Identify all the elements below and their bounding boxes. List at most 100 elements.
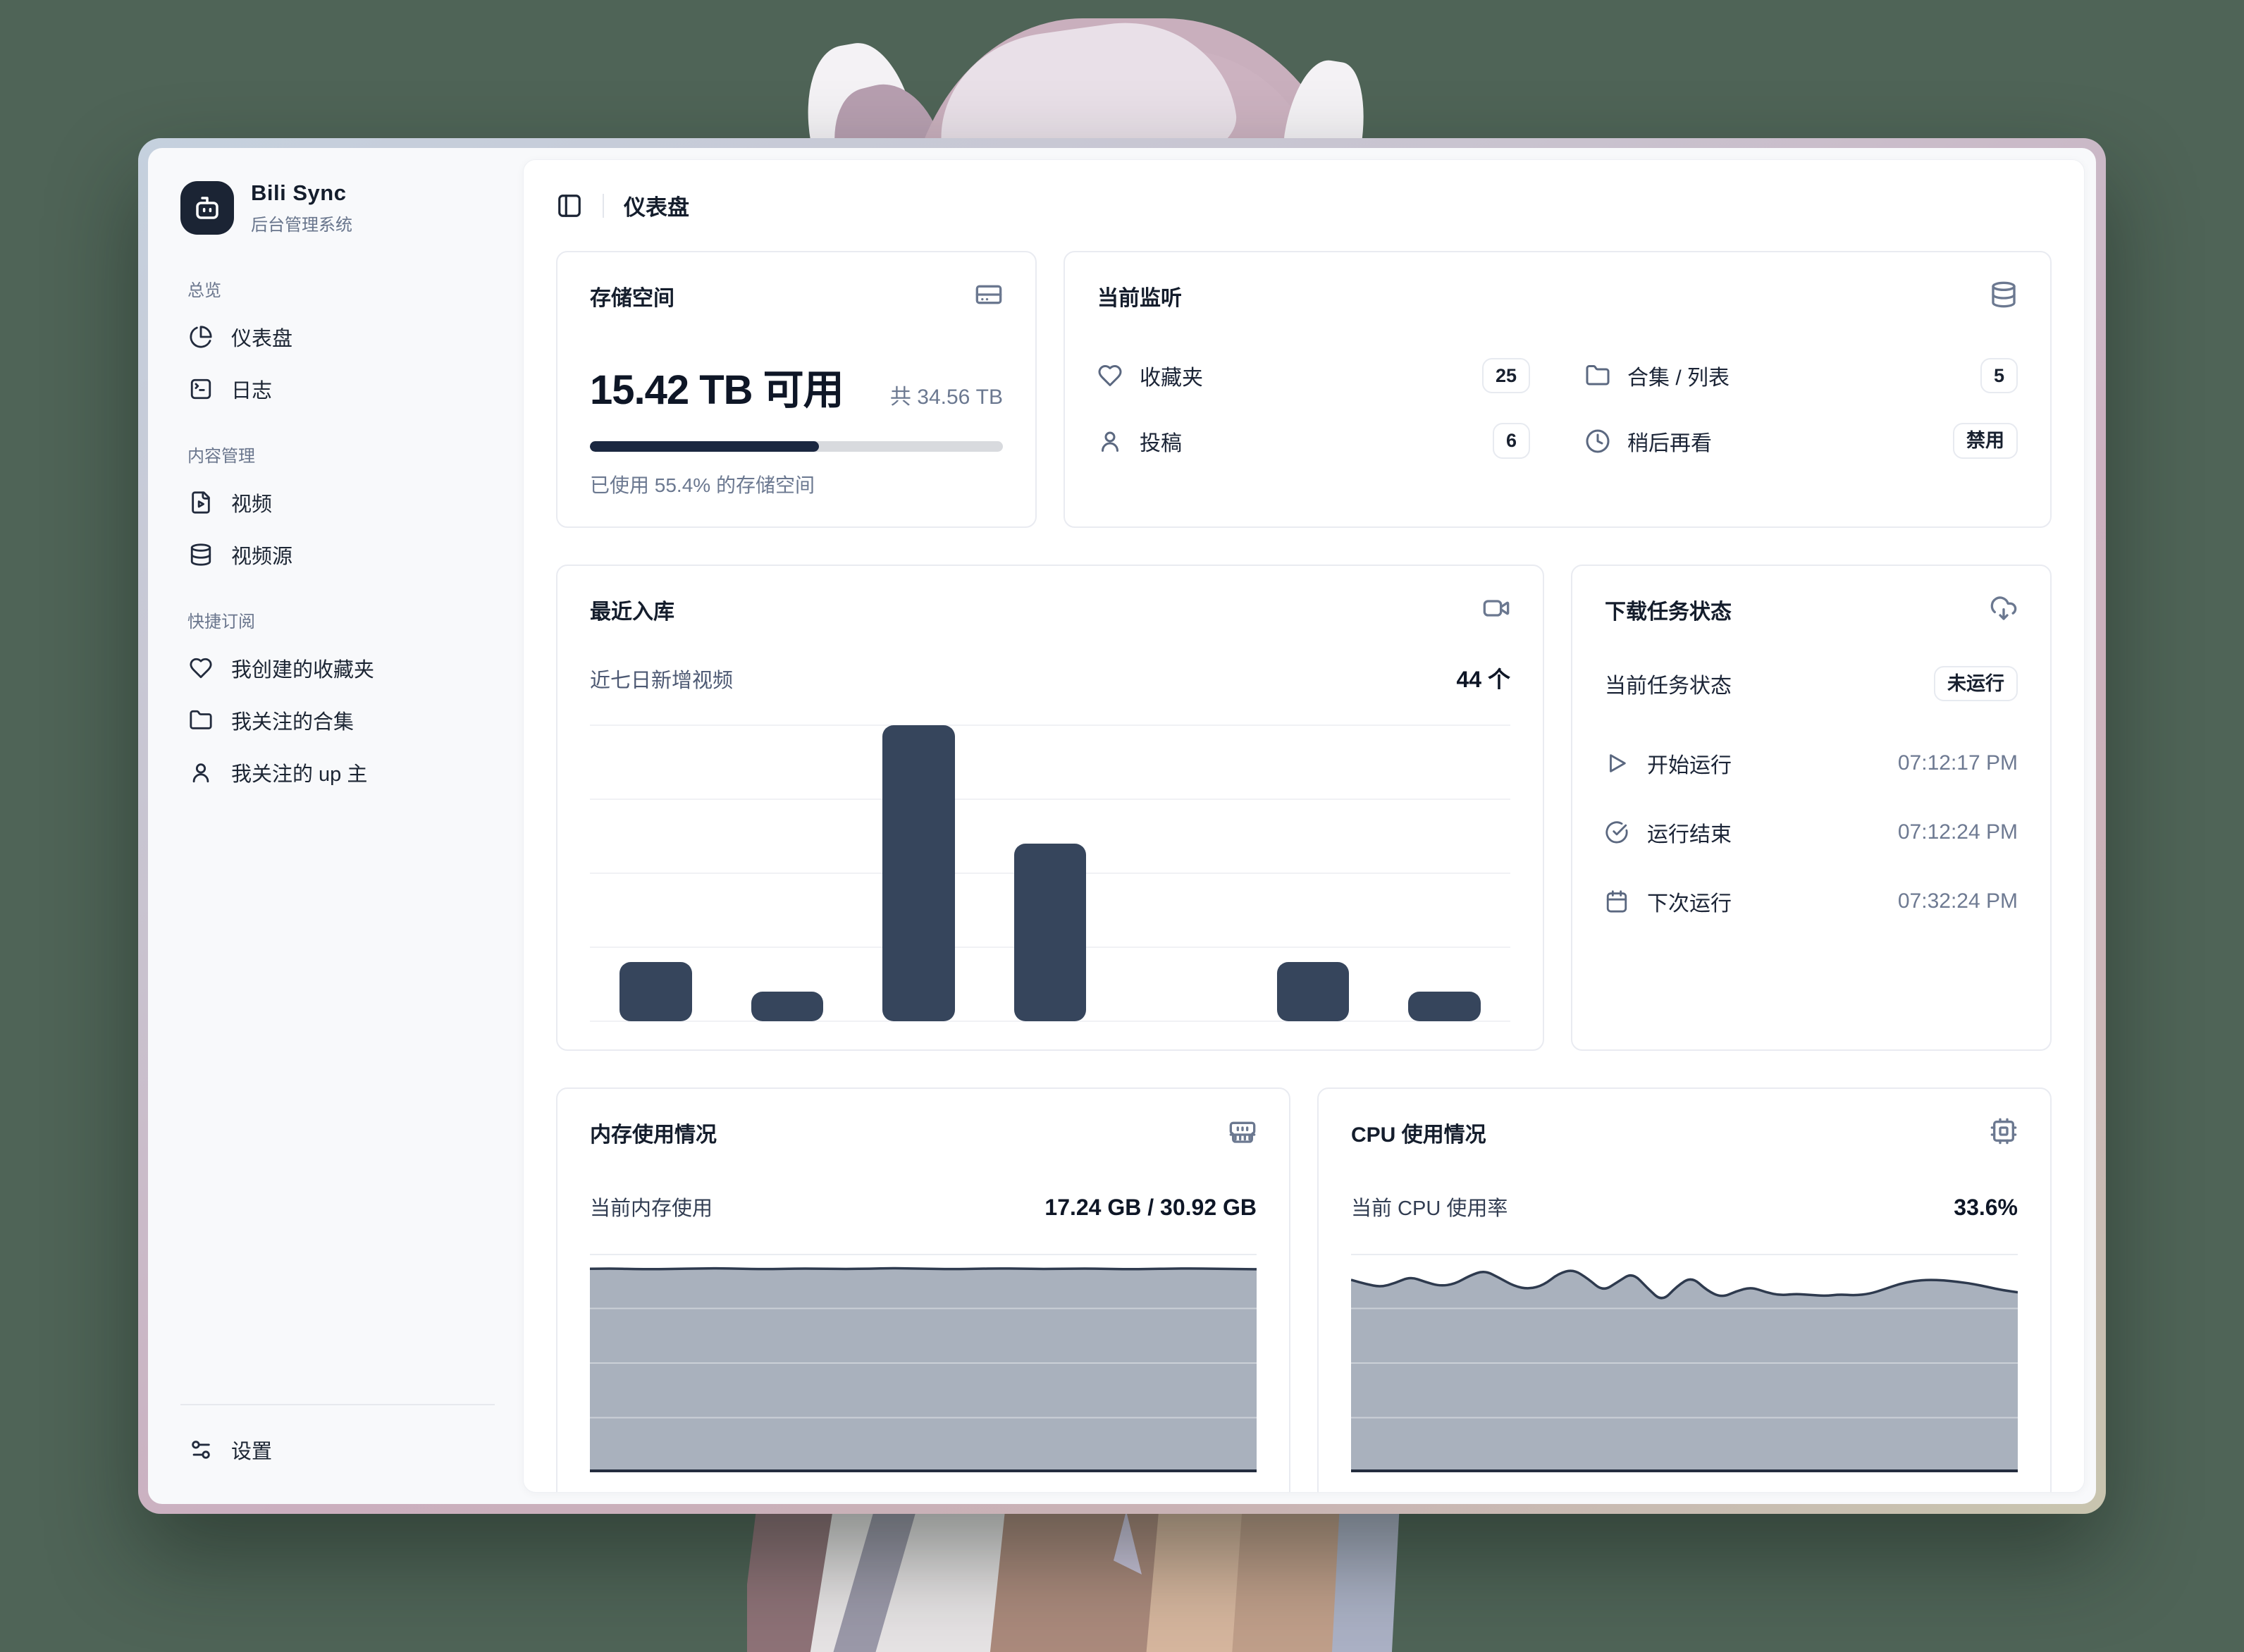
count-badge: 5 [1980,358,2018,394]
sidebar-item-label: 日志 [231,380,273,402]
hard-drive-icon [975,281,1003,309]
cpu-usage-value: 33.6% [1954,1195,2018,1220]
task-status-badge: 未运行 [1934,666,2018,702]
card-title: 内存使用情况 [590,1123,717,1147]
monitor-item-label: 投稿 [1140,431,1182,455]
hair-strand [1231,1514,1348,1652]
sidebar-item-dashboard[interactable]: 仪表盘 [180,311,495,363]
sidebar-nav: 总览 仪表盘 日志 内容管理 视频 [180,276,495,799]
sidebar-item-label: 我关注的合集 [231,711,355,734]
memory-usage-label: 当前内存使用 [590,1197,713,1220]
monitor-item-watch-later: 稍后再看 禁用 [1585,423,2018,459]
sidebar-item-video-sources[interactable]: 视频源 [180,529,495,581]
card-title: 当前监听 [1097,287,1182,310]
character-body [747,1514,1734,1652]
task-row-end: 运行结束 07:12:24 PM [1605,817,2018,848]
heart-icon [1097,363,1123,388]
storage-progress-bar [590,441,1003,452]
cpu-usage-area-chart [1351,1254,2018,1472]
monitor-item-collections: 合集 / 列表 5 [1585,358,2018,394]
recent-videos-count: 44 个 [1456,667,1511,692]
app-name: Bili Sync [251,180,347,205]
count-badge: 25 [1481,358,1530,394]
task-row-value: 07:32:24 PM [1897,889,2018,913]
dashboard-grid: 存储空间 15.42 TB 可用 共 34.56 TB 已使用 55.4% 的存… [524,240,2084,1492]
folder-icon [189,708,213,732]
database-icon [1990,281,2018,309]
cpu-usage-card: CPU 使用情况 当前 CPU 使用率 33.6% [1317,1087,2052,1492]
cpu-icon [1990,1117,2018,1145]
header-divider [603,193,604,218]
heart-icon [189,656,213,680]
database-icon [189,543,213,567]
download-task-card: 下载任务状态 当前任务状态 未运行 开始运行 07:12:17 P [1571,565,2052,1051]
card-title: CPU 使用情况 [1351,1123,1486,1147]
main-area: 仪表盘 存储空间 15.42 TB 可用 共 34.56 TB 已使用 [523,148,2096,1504]
monitor-item-label: 收藏夹 [1140,366,1203,390]
page-header: 仪表盘 [524,160,2084,240]
memory-usage-card: 内存使用情况 当前内存使用 17.24 GB / 30.92 GB [556,1087,1290,1492]
task-row-value: 07:12:24 PM [1897,820,2018,844]
settings-sliders-icon [189,1438,213,1462]
card-title: 最近入库 [590,600,674,624]
card-title: 存储空间 [590,287,674,310]
sidebar-item-followed-uploaders[interactable]: 我关注的 up 主 [180,746,495,799]
app-window: Bili Sync 后台管理系统 总览 仪表盘 日志 内容管理 [138,138,2106,1514]
file-video-icon [189,491,213,514]
sidebar-spacer [180,799,495,1404]
circle-check-icon [1605,820,1629,844]
storage-caption: 已使用 55.4% 的存储空间 [590,474,815,496]
terminal-square-icon [189,377,213,401]
task-status-label: 当前任务状态 [1605,674,1732,698]
sidebar-item-label: 仪表盘 [231,328,293,350]
monitor-item-favorites: 收藏夹 25 [1097,358,1530,394]
count-badge: 6 [1492,423,1530,459]
storage-progress-fill [590,441,819,452]
sidebar-item-label: 我关注的 up 主 [231,763,368,786]
memory-usage-value: 17.24 GB / 30.92 GB [1044,1195,1257,1220]
cloth-strip [1331,1514,1400,1652]
sidebar-item-videos[interactable]: 视频 [180,476,495,529]
clock-icon [1585,429,1610,454]
app-subtitle: 后台管理系统 [251,216,352,235]
sidebar-item-label: 视频源 [231,545,293,568]
sidebar-item-followed-collections[interactable]: 我关注的合集 [180,694,495,746]
nav-section-subscriptions: 快捷订阅 [187,612,255,631]
task-row-next: 下次运行 07:32:24 PM [1605,886,2018,917]
page-title: 仪表盘 [624,195,689,220]
pie-chart-icon [189,325,213,349]
user-icon [1097,429,1123,454]
status-badge: 禁用 [1953,423,2018,459]
recent-videos-label: 近七日新增视频 [590,670,734,692]
monitor-card: 当前监听 收藏夹 25 [1064,251,2052,528]
user-icon [189,760,213,784]
play-icon [1605,751,1629,775]
monitor-item-label: 合集 / 列表 [1627,366,1730,390]
sidebar-item-settings[interactable]: 设置 [180,1424,495,1476]
recent-videos-bar-chart [590,725,1510,1022]
storage-available: 15.42 TB 可用 [590,367,844,413]
task-row-value: 07:12:17 PM [1897,751,2018,775]
card-title: 下载任务状态 [1605,600,1732,624]
recent-videos-card: 最近入库 近七日新增视频 44 个 [556,565,1544,1051]
sidebar-item-label: 视频 [231,493,273,516]
folder-icon [1585,363,1610,388]
task-row-label: 下次运行 [1647,892,1732,916]
sidebar: Bili Sync 后台管理系统 总览 仪表盘 日志 内容管理 [148,148,523,1504]
robot-logo-icon [180,181,234,235]
sidebar-item-logs[interactable]: 日志 [180,363,495,415]
memory-stick-icon [1228,1117,1257,1145]
task-row-label: 运行结束 [1647,823,1732,847]
monitor-item-submissions: 投稿 6 [1097,423,1530,459]
sidebar-item-my-favorites[interactable]: 我创建的收藏夹 [180,642,495,694]
app-logo: Bili Sync 后台管理系统 [180,180,495,235]
task-row-start: 开始运行 07:12:17 PM [1605,748,2018,779]
monitor-item-label: 稍后再看 [1627,431,1712,455]
memory-usage-area-chart [590,1254,1257,1472]
calendar-icon [1605,889,1629,913]
video-camera-icon [1482,594,1510,622]
hair-strand [989,1514,1168,1652]
task-row-label: 开始运行 [1647,754,1732,778]
sidebar-item-label: 设置 [231,1441,273,1463]
sidebar-toggle-button[interactable] [556,192,583,219]
